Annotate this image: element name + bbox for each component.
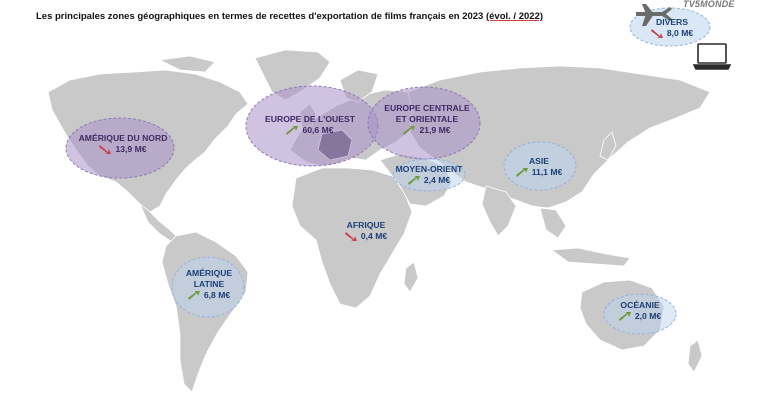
zone-value: 60,6 M€ — [302, 125, 334, 135]
zone-asie: ASIE 11,1 M€ — [504, 156, 574, 181]
zone-name: OCÉANIE — [620, 300, 660, 310]
zone-name: ASIE — [528, 156, 550, 166]
zone-name: AFRIQUE — [346, 220, 386, 230]
zone-value: 2,4 M€ — [423, 175, 451, 185]
india — [481, 185, 517, 237]
japan — [599, 131, 617, 161]
zone-europe-ouest: EUROPE DE L'OUEST 60,6 M€ — [255, 114, 365, 139]
zone-name: MOYEN-ORIENT — [395, 164, 463, 174]
indonesia — [550, 247, 631, 267]
southeast-asia — [539, 207, 567, 239]
zone-name-line1: AMÉRIQUE — [185, 268, 233, 278]
zone-ellipse-amerique-nord — [65, 117, 175, 179]
zone-amerique-latine: AMÉRIQUE LATINE 6,8 M€ — [174, 268, 244, 304]
zone-ellipse-amerique-latine — [171, 256, 245, 318]
brand-logo: TV5MONDE — [683, 0, 735, 9]
page-title: Les principales zones géographiques en t… — [36, 11, 544, 22]
zone-value: 0,4 M€ — [360, 231, 388, 241]
greenland — [254, 49, 331, 101]
zone-europe-centrale: EUROPE CENTRALE ET ORIENTALE 21,9 M€ — [372, 103, 482, 139]
zone-name: EUROPE DE L'OUEST — [265, 114, 355, 124]
airplane-icon — [636, 4, 672, 26]
arrow-down-icon — [650, 29, 663, 38]
zone-ellipses — [65, 7, 711, 335]
zone-value: 8,0 M€ — [666, 28, 694, 38]
zone-oceanie: OCÉANIE 2,0 M€ — [608, 300, 672, 325]
arrow-up-icon — [618, 312, 631, 321]
zone-amerique-nord: AMÉRIQUE DU NORD 13,9 M€ — [68, 133, 178, 158]
central-america — [139, 203, 179, 243]
arrow-up-icon — [187, 291, 200, 300]
laptop-icon — [692, 43, 732, 70]
arrow-up-icon — [286, 126, 299, 135]
zone-divers: DIVERS 8,0 M€ — [648, 17, 696, 42]
new-zealand — [687, 339, 703, 373]
zone-ellipse-asie — [503, 141, 577, 191]
arrow-up-icon — [407, 176, 420, 185]
zone-value: 2,0 M€ — [634, 311, 662, 321]
zone-value: 13,9 M€ — [115, 144, 147, 154]
arrow-up-icon — [403, 126, 416, 135]
arrow-up-icon — [515, 168, 528, 177]
zone-value: 21,9 M€ — [419, 125, 451, 135]
zone-name: DIVERS — [656, 17, 688, 27]
arrow-down-icon — [344, 232, 357, 241]
zone-ellipse-oceanie — [603, 293, 677, 335]
zone-name: AMÉRIQUE DU NORD — [78, 133, 168, 143]
zone-value: 11,1 M€ — [531, 167, 563, 177]
zone-moyen-orient: MOYEN-ORIENT 2,4 M€ — [384, 164, 474, 189]
zone-name-line2: LATINE — [193, 279, 225, 289]
title-evolution-note: (évol. / 2022) — [485, 11, 544, 22]
madagascar — [403, 261, 419, 293]
zone-name-line1: EUROPE CENTRALE — [384, 103, 470, 113]
zone-name-line2: ET ORIENTALE — [395, 114, 459, 124]
zone-value: 6,8 M€ — [203, 290, 231, 300]
zone-afrique: AFRIQUE 0,4 M€ — [334, 220, 398, 245]
arrow-down-icon — [99, 145, 112, 154]
canada-islands — [158, 55, 216, 73]
